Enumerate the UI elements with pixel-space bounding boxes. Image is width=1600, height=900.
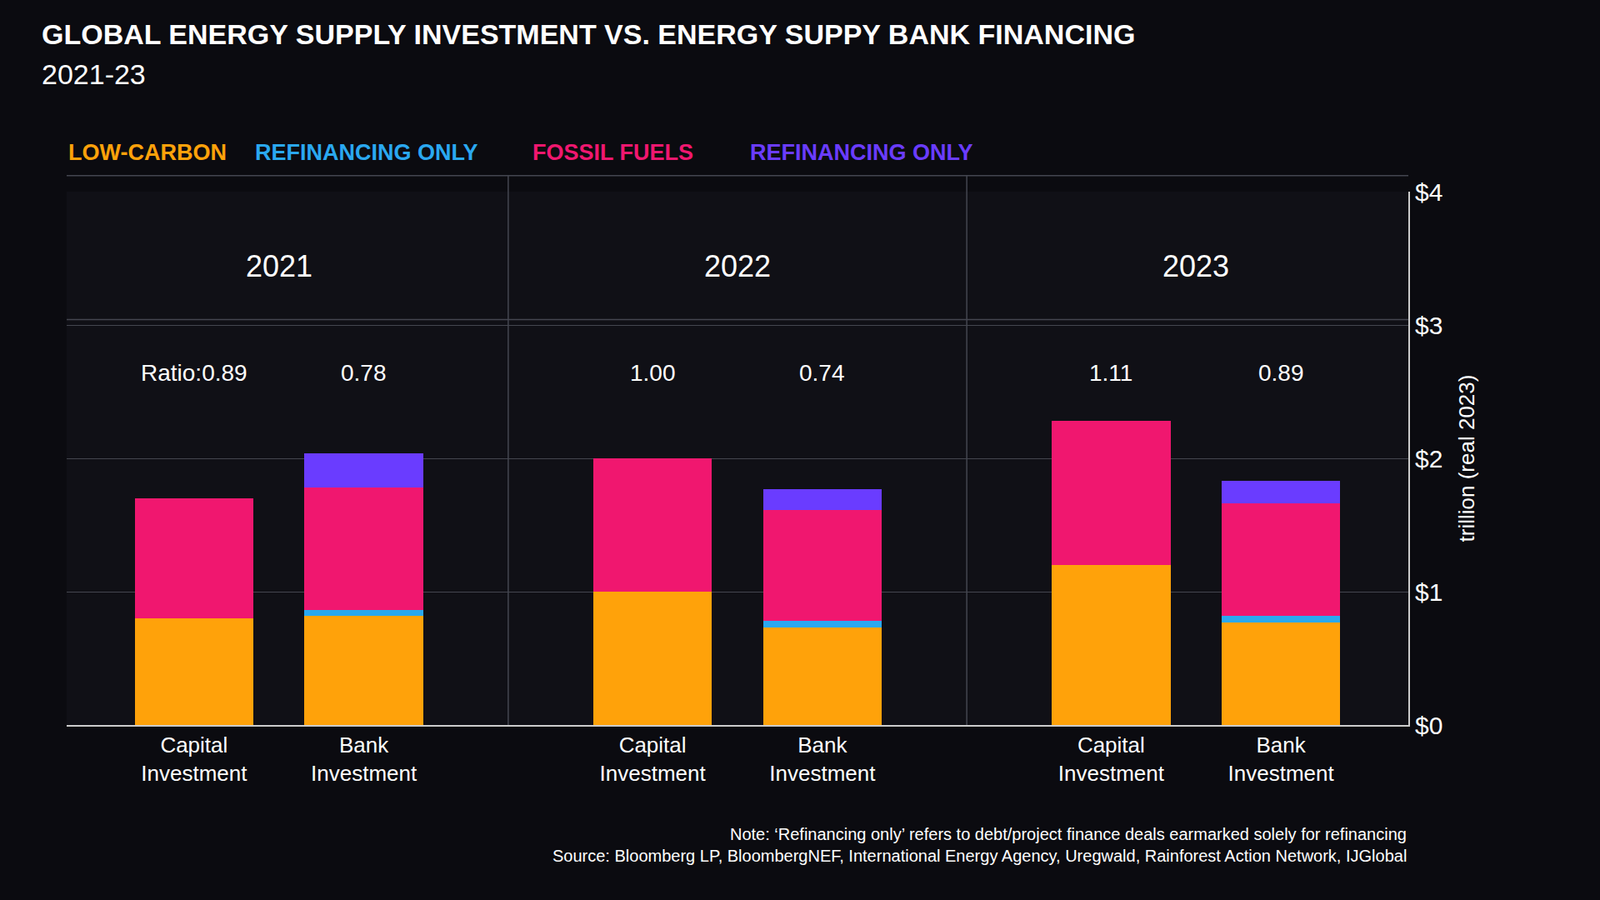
svg-text:CapitalInvestment: CapitalInvestment bbox=[600, 732, 707, 786]
svg-text:2021-23: 2021-23 bbox=[41, 58, 146, 90]
svg-text:Note: ‘Refinancing only’ refer: Note: ‘Refinancing only’ refers to debt/… bbox=[730, 825, 1407, 844]
svg-text:$4: $4 bbox=[1415, 178, 1443, 206]
svg-text:BankInvestment: BankInvestment bbox=[769, 732, 876, 786]
svg-text:2022: 2022 bbox=[704, 249, 771, 284]
svg-text:$3: $3 bbox=[1415, 311, 1443, 340]
svg-text:1.11: 1.11 bbox=[1089, 360, 1133, 386]
svg-text:REFINANCING ONLY: REFINANCING ONLY bbox=[750, 140, 974, 165]
svg-text:0.74: 0.74 bbox=[799, 360, 845, 386]
svg-text:0.78: 0.78 bbox=[340, 360, 387, 386]
svg-text:0.89: 0.89 bbox=[1258, 360, 1305, 386]
svg-text:BankInvestment: BankInvestment bbox=[1228, 732, 1335, 786]
svg-text:BankInvestment: BankInvestment bbox=[310, 732, 418, 786]
svg-text:2023: 2023 bbox=[1162, 249, 1230, 284]
svg-text:FOSSIL FUELS: FOSSIL FUELS bbox=[532, 140, 694, 165]
svg-text:CapitalInvestment: CapitalInvestment bbox=[140, 732, 248, 786]
svg-text:$2: $2 bbox=[1415, 445, 1443, 473]
svg-text:Source: Bloomberg LP, Bloomber: Source: Bloomberg LP, BloombergNEF, Inte… bbox=[552, 846, 1407, 865]
svg-text:$0: $0 bbox=[1415, 711, 1443, 740]
svg-text:1.00: 1.00 bbox=[630, 360, 676, 386]
svg-text:REFINANCING ONLY: REFINANCING ONLY bbox=[255, 140, 479, 165]
svg-text:GLOBAL ENERGY SUPPLY INVESTMEN: GLOBAL ENERGY SUPPLY INVESTMENT VS. ENER… bbox=[41, 18, 1135, 50]
svg-text:CapitalInvestment: CapitalInvestment bbox=[1058, 732, 1165, 786]
svg-text:LOW-CARBON: LOW-CARBON bbox=[68, 140, 227, 165]
svg-text:$1: $1 bbox=[1415, 578, 1443, 606]
svg-text:trillion (real 2023): trillion (real 2023) bbox=[1454, 375, 1480, 543]
svg-text:2021: 2021 bbox=[245, 249, 313, 284]
svg-text:Ratio:0.89: Ratio:0.89 bbox=[140, 360, 248, 386]
